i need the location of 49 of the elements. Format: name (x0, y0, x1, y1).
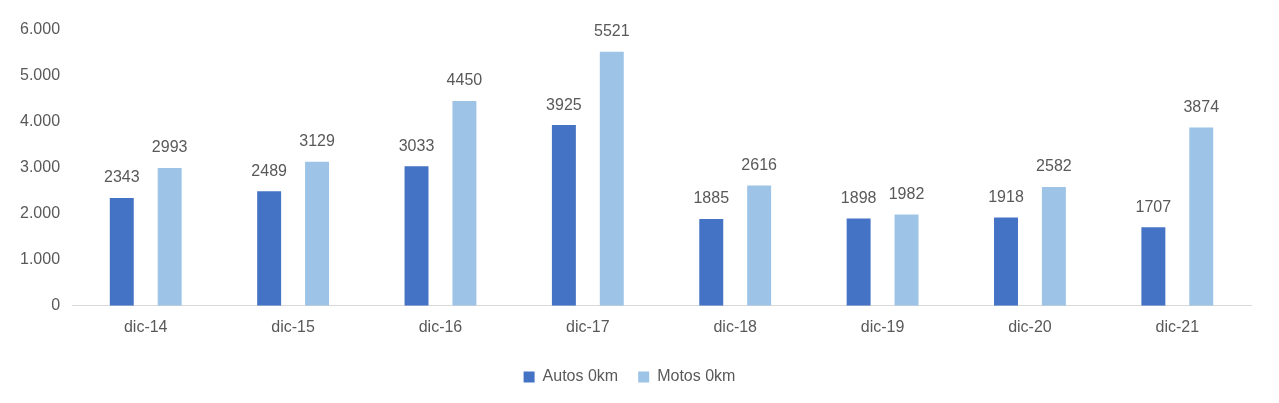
bar (551, 125, 576, 306)
bar (305, 161, 330, 306)
y-tick-label: 4.000 (19, 112, 61, 130)
data-label: 4450 (446, 71, 483, 89)
bar (1189, 127, 1214, 306)
bar (894, 214, 919, 306)
data-label: 2993 (151, 138, 188, 156)
data-label: 1898 (840, 188, 877, 206)
data-label: 1707 (1135, 197, 1172, 215)
data-label: 5521 (593, 22, 630, 40)
x-tick-label: dic-15 (271, 317, 315, 335)
data-label: 2489 (251, 161, 288, 179)
bar (109, 197, 134, 306)
data-label: 3129 (299, 132, 335, 150)
legend-label: Motos 0km (657, 367, 736, 385)
x-tick-label: dic-19 (860, 317, 905, 335)
data-label: 3925 (546, 95, 582, 113)
data-label: 1982 (888, 184, 925, 202)
y-tick-label: 1.000 (19, 250, 61, 268)
data-label: 1918 (988, 187, 1024, 205)
data-label: 3874 (1183, 97, 1220, 115)
bar (994, 217, 1018, 306)
bar (1141, 227, 1166, 306)
y-tick-label: 2.000 (19, 204, 61, 222)
bar (699, 219, 724, 306)
bar (846, 218, 871, 306)
y-tick-label: 3.000 (19, 158, 61, 176)
data-label: 2616 (741, 155, 778, 173)
data-label: 2343 (103, 168, 140, 186)
data-label: 3033 (398, 136, 435, 154)
x-tick-label: dic-17 (566, 317, 610, 335)
bar (747, 185, 772, 306)
x-tick-label: dic-20 (1008, 317, 1052, 335)
bar (599, 51, 624, 306)
y-tick-label: 0 (51, 296, 61, 314)
y-tick-label: 5.000 (19, 66, 61, 84)
x-tick-label: dic-18 (713, 317, 758, 335)
data-label: 2582 (1036, 157, 1072, 175)
bar (452, 100, 477, 306)
x-tick-label: dic-14 (123, 317, 168, 335)
bar (157, 168, 182, 306)
bar (1041, 186, 1066, 306)
bar (404, 166, 429, 306)
data-label: 1885 (693, 189, 730, 207)
y-tick-label: 6.000 (19, 20, 61, 38)
x-tick-label: dic-16 (418, 317, 463, 335)
legend-label: Autos 0km (542, 367, 619, 385)
bar (257, 191, 282, 306)
x-tick-label: dic-21 (1155, 317, 1200, 335)
